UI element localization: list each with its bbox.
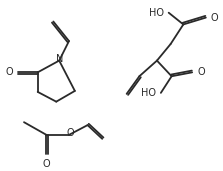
Text: HO: HO	[141, 88, 156, 98]
Text: O: O	[197, 67, 205, 77]
Text: O: O	[6, 67, 13, 77]
Text: HO: HO	[149, 8, 164, 18]
Text: O: O	[66, 128, 74, 138]
Text: O: O	[43, 159, 50, 169]
Text: O: O	[211, 13, 218, 23]
Text: N: N	[56, 54, 64, 64]
